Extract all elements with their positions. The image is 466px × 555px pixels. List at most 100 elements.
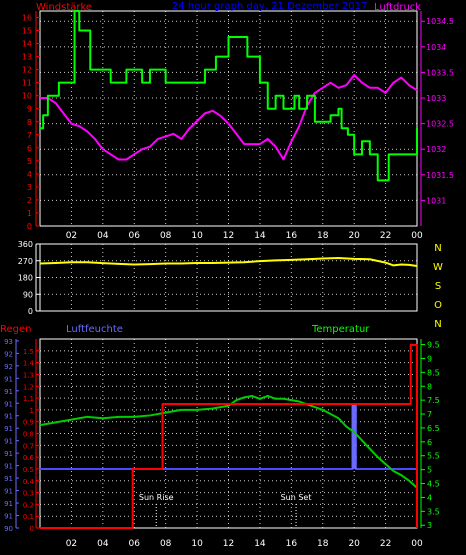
humidity-tick-label: 91: [4, 488, 13, 496]
x-tick-label: 18: [317, 539, 329, 549]
x-tick-label: 08: [160, 231, 172, 241]
temperature-line: [39, 394, 418, 489]
rain-tick-label: 0.9: [23, 419, 34, 427]
wind-tick-label: 6: [27, 144, 32, 153]
pressure-line: [40, 73, 418, 161]
wind-tick-label: 8: [27, 118, 32, 127]
x-tick-label: 16: [286, 231, 298, 241]
x-tick-label: 00: [411, 539, 423, 549]
compass-label: W: [433, 262, 443, 273]
rain-humidity-temperature-grid: [40, 339, 417, 528]
x-tick-label: 04: [97, 539, 109, 549]
temperature-tick-label: 7.5: [427, 396, 440, 405]
x-tick-label: 02: [66, 539, 77, 549]
x-tick-label: 06: [129, 539, 141, 549]
wind-tick-label: 10: [22, 92, 32, 101]
humidity-tick-label: 91: [4, 500, 13, 508]
humidity-tick-label: 91: [4, 400, 13, 408]
x-tick-label: 10: [191, 539, 203, 549]
rain-axis-ticks: 0 0.1 0.2 0.3 0.4 0.5 0.6 0.7 0.8 0.9 1 1.1 1.2 1.3 1.…: [23, 339, 40, 533]
wind-tick-label: 1: [27, 209, 32, 218]
compass-label: O: [434, 300, 442, 311]
x-tick-label: 14: [254, 539, 266, 549]
humidity-spike-bar: [351, 403, 357, 469]
pressure-tick-label: 1031.5: [426, 171, 454, 180]
wind-tick-label: 3: [27, 183, 32, 192]
x-tick-label: 14: [254, 231, 266, 241]
x-tick-label: 02: [66, 231, 77, 241]
wind-direction-line: [39, 256, 418, 267]
pressure-tick-label: 1034: [426, 43, 446, 52]
wind-pressure-x-ticks: 02 04 06 08 10 12 14 16 18 20 22 00: [66, 231, 423, 241]
humidity-tick-label: 91: [4, 375, 13, 383]
rain-tick-label: 1.1: [23, 395, 34, 403]
temperature-tick-label: 3: [427, 521, 432, 530]
direction-tick-label: 90: [23, 290, 33, 299]
x-tick-label: 18: [317, 231, 329, 241]
humidity-tick-label: 91: [4, 475, 13, 483]
rain-tick-label: 1.4: [23, 360, 35, 368]
rain-tick-label: 0.2: [23, 501, 34, 509]
wind-direction-grid: [40, 243, 417, 312]
wind-tick-label: 5: [27, 157, 32, 166]
temperature-tick-label: 3.5: [427, 507, 440, 516]
direction-tick-label: 0: [28, 307, 33, 316]
humidity-axis-label: Luftfeuchte: [66, 324, 123, 335]
rain-tick-label: 0.3: [23, 490, 34, 498]
temperature-axis-ticks: 3 3.5 4 4.5 5 5.5 6 6.5 7 7.5 8 8.5 9 9.5: [420, 339, 440, 530]
rain-tick-label: 1: [30, 407, 34, 415]
rain-tick-label: 0.6: [23, 454, 35, 462]
pressure-tick-label: 1032.5: [426, 120, 454, 129]
humidity-tick-label: 90: [4, 525, 13, 533]
temperature-tick-label: 5: [427, 466, 432, 475]
pressure-axis-ticks: 1031 1031.5 1032 1032.5 1033 1033.5 1034 1034.5: [420, 11, 454, 226]
x-tick-label: 04: [97, 231, 109, 241]
compass-label: S: [435, 281, 441, 292]
pressure-tick-label: 1033: [426, 94, 446, 103]
direction-tick-label: 180: [18, 274, 33, 283]
wind-tick-label: 11: [22, 79, 32, 88]
wind-pressure-series: [40, 10, 418, 182]
x-tick-label: 20: [348, 231, 360, 241]
wind-line: [40, 10, 418, 182]
temperature-tick-label: 4: [427, 493, 432, 502]
wind-axis-label: Windstärke: [36, 2, 92, 13]
rain-tick-label: 0.7: [23, 442, 34, 450]
compass-label: N: [434, 319, 441, 330]
x-tick-label: 22: [380, 231, 391, 241]
chart-title: 24 hour graph day, 21 Dezember 2017: [172, 1, 367, 12]
temperature-tick-label: 4.5: [427, 480, 440, 489]
rain-humidity-temperature-series: [39, 343, 418, 529]
temperature-axis-label: Temperatur: [311, 324, 370, 335]
wind-direction-series: [39, 256, 418, 267]
wind-tick-label: 15: [22, 27, 32, 36]
x-tick-label: 22: [380, 539, 391, 549]
x-tick-label: 12: [223, 539, 234, 549]
x-tick-label: 00: [411, 231, 423, 241]
humidity-tick-label: 91: [4, 513, 13, 521]
wind-tick-label: 2: [27, 196, 32, 205]
humidity-tick-label: 91: [4, 438, 13, 446]
pressure-tick-label: 1034.5: [426, 17, 454, 26]
rain-humidity-temperature-x-ticks: 02 04 06 08 10 12 14 16 18 20 22 00: [66, 539, 423, 549]
x-tick-label: 20: [348, 539, 360, 549]
x-tick-label: 06: [129, 231, 141, 241]
rain-tick-label: 1.2: [23, 383, 34, 391]
pressure-axis-label: Luftdruck: [374, 2, 421, 13]
wind-tick-label: 14: [22, 40, 32, 49]
x-tick-label: 10: [191, 231, 203, 241]
sun-annotation-label: Sun Rise: [139, 493, 174, 502]
humidity-tick-label: 91: [4, 413, 13, 421]
rain-tick-label: 0.1: [23, 513, 34, 521]
temperature-tick-label: 9.5: [427, 341, 440, 350]
pressure-tick-label: 1033.5: [426, 68, 454, 77]
rain-axis-label: Regen: [0, 324, 32, 335]
humidity-axis-ticks: 90 91 91 91 91 91 91 91 91 91 91 91 91 92 92 93: [4, 338, 19, 533]
rain-tick-label: 0.4: [23, 478, 35, 486]
temperature-tick-label: 7: [427, 410, 432, 419]
